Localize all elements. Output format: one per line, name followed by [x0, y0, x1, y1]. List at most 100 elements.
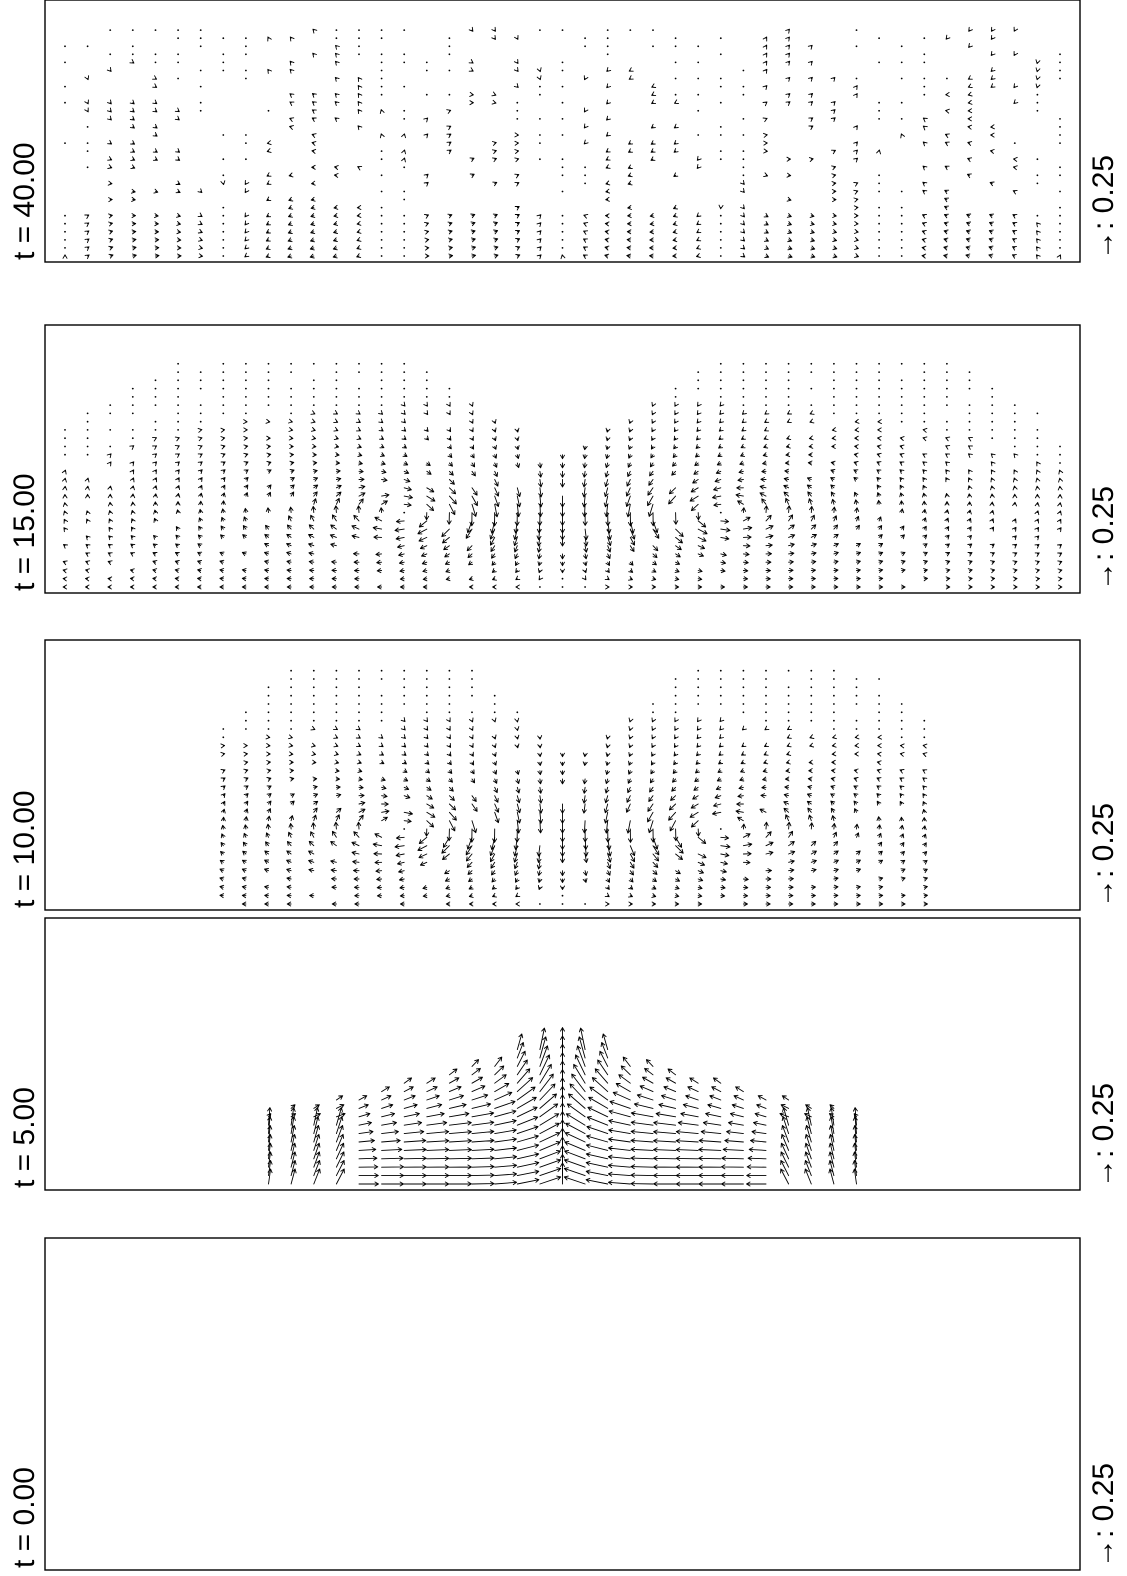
vector-dot — [358, 711, 360, 714]
vector-arrow — [333, 418, 339, 424]
vector-arrow — [604, 786, 610, 794]
vector-arrow — [1034, 560, 1040, 566]
vector-arrow — [607, 853, 612, 863]
vector-arrow — [853, 182, 859, 187]
vector-arrow — [493, 245, 499, 251]
vector-arrow — [720, 552, 727, 557]
vector-arrow — [448, 487, 457, 495]
vector-arrow — [335, 1160, 345, 1177]
vector-arrow — [740, 252, 746, 258]
vector-arrow — [424, 253, 430, 259]
vector-arrow — [289, 60, 295, 66]
vector-arrow — [426, 803, 435, 809]
vector-arrow — [922, 525, 927, 531]
vector-arrow — [468, 725, 474, 731]
vector-arrow — [310, 410, 316, 415]
vector-arrow — [446, 751, 452, 757]
vector-arrow — [899, 484, 905, 490]
vector-arrow — [604, 237, 610, 243]
vector-arrow — [900, 559, 906, 565]
vector-arrow — [219, 893, 225, 899]
vector-arrow — [287, 237, 293, 243]
vector-arrow — [471, 1059, 480, 1067]
vector-arrow — [469, 427, 474, 433]
vector-arrow — [244, 228, 250, 234]
vector-arrow — [264, 559, 269, 565]
vector-arrow — [539, 1149, 561, 1160]
vector-arrow — [899, 751, 905, 757]
vector-arrow — [312, 452, 317, 458]
vector-dot — [855, 719, 858, 722]
vector-arrow — [653, 1173, 677, 1178]
vector-arrow — [446, 109, 452, 114]
vector-arrow — [289, 477, 295, 482]
vector-arrow — [331, 567, 337, 573]
vector-arrow — [716, 461, 722, 466]
vector-arrow — [353, 514, 360, 522]
vector-arrow — [243, 793, 249, 798]
vector-arrow — [536, 230, 542, 236]
vector-arrow — [753, 1120, 767, 1126]
vector-arrow — [516, 811, 522, 824]
vector-arrow — [605, 445, 611, 450]
vector-arrow — [516, 1068, 531, 1084]
vector-arrow — [469, 157, 475, 162]
vector-arrow — [313, 1104, 320, 1109]
vector-dot — [290, 703, 292, 705]
vector-arrow — [607, 1163, 631, 1169]
vector-arrow — [489, 536, 496, 546]
vector-arrow — [653, 1164, 677, 1170]
vector-dot — [833, 669, 835, 672]
vector-arrow — [423, 173, 429, 179]
vector-arrow — [311, 148, 317, 154]
vector-arrow — [831, 189, 837, 194]
vector-arrow — [674, 725, 679, 731]
vector-arrow — [582, 470, 588, 478]
vector-arrow — [697, 901, 703, 907]
vector-arrow — [921, 817, 927, 822]
vector-dot — [719, 230, 722, 233]
vector-arrow — [289, 768, 294, 774]
vector-dot — [471, 686, 473, 689]
vector-dot — [245, 711, 247, 714]
vector-dot — [222, 396, 225, 398]
vector-dot — [900, 247, 903, 249]
vector-arrow — [878, 568, 884, 573]
vector-dot — [335, 371, 338, 373]
vector-dot — [222, 174, 225, 177]
vector-arrow — [399, 884, 405, 890]
vector-arrow — [311, 435, 317, 441]
vector-arrow — [829, 1104, 835, 1110]
vector-arrow — [334, 443, 340, 449]
vector-arrow — [763, 237, 769, 242]
vector-arrow — [1012, 576, 1018, 582]
vector-dot — [719, 134, 722, 136]
vector-arrow — [401, 443, 407, 449]
vector-dot — [629, 29, 632, 31]
vector-arrow — [266, 220, 271, 226]
vector-arrow — [220, 751, 226, 757]
vector-arrow — [491, 568, 497, 573]
vector-dot — [448, 694, 451, 697]
vector-arrow — [990, 485, 995, 491]
vector-dot — [380, 190, 383, 193]
vector-arrow — [515, 503, 521, 518]
vector-dot — [697, 678, 700, 680]
vector-dot — [471, 678, 473, 680]
vector-arrow — [381, 1155, 404, 1161]
vector-arrow — [469, 435, 474, 441]
vector-arrow — [265, 253, 271, 258]
vector-arrow — [945, 34, 951, 40]
vector-arrow — [356, 228, 362, 234]
vector-arrow — [748, 1147, 767, 1153]
vector-arrow — [242, 850, 248, 856]
vector-arrow — [651, 560, 657, 566]
vector-arrow — [515, 778, 521, 785]
vector-arrow — [853, 141, 858, 147]
vector-dot — [403, 166, 406, 169]
vector-arrow — [900, 133, 905, 139]
vector-arrow — [585, 1152, 609, 1160]
vector-arrow — [220, 444, 226, 450]
vector-arrow — [810, 576, 816, 582]
vector-arrow — [175, 148, 181, 153]
